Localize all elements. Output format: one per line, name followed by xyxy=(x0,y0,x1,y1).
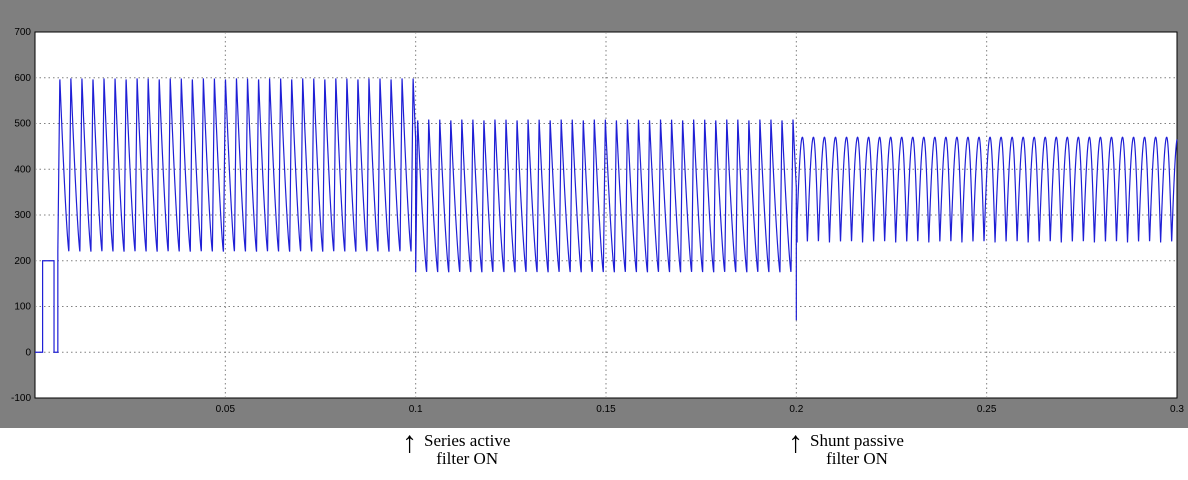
x-tick-label: 0.25 xyxy=(977,404,997,415)
annotation-line-1: Series active xyxy=(424,431,511,450)
y-tick-label: 300 xyxy=(14,210,31,221)
x-tick-label: 0.15 xyxy=(596,404,616,415)
x-tick-label: 0.2 xyxy=(789,404,803,415)
x-tick-label: 0.1 xyxy=(409,404,423,415)
y-tick-label: -100 xyxy=(11,393,31,404)
x-axis-tick-labels: 0.05 0.1 0.15 0.2 0.25 0.3 xyxy=(216,404,1185,415)
annotation-shunt-filter: ↑ Shunt passive filter ON xyxy=(788,428,904,468)
y-axis-tick-labels: -100 0 100 200 300 400 500 600 700 xyxy=(11,27,31,404)
x-tick-label: 0.05 xyxy=(216,404,236,415)
annotation-line-2: filter ON xyxy=(436,449,499,468)
signal-line xyxy=(35,78,1178,353)
y-tick-label: 600 xyxy=(14,73,31,84)
annotation-line-2: filter ON xyxy=(826,449,888,468)
y-tick-label: 0 xyxy=(25,347,31,358)
up-arrow-icon: ↑ xyxy=(788,426,803,459)
annotation-line-1: Shunt passive xyxy=(810,431,904,450)
y-tick-label: 700 xyxy=(14,27,31,38)
y-tick-label: 500 xyxy=(14,119,31,130)
x-tick-label: 0.3 xyxy=(1170,404,1184,415)
annotation-series-filter: ↑ Series active filter ON xyxy=(402,428,511,468)
y-tick-label: 200 xyxy=(14,256,31,267)
up-arrow-icon: ↑ xyxy=(402,426,417,459)
y-tick-label: 100 xyxy=(14,302,31,313)
y-tick-label: 400 xyxy=(14,164,31,175)
